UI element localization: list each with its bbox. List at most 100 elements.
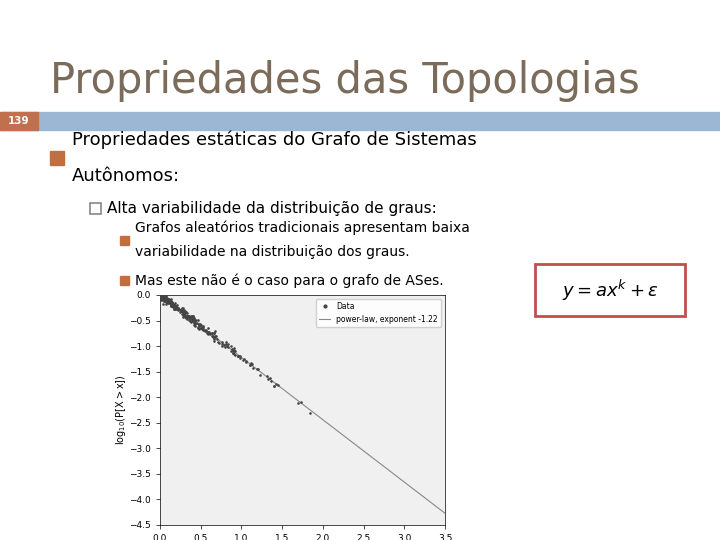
Point: [222, 340, 234, 349]
Point: [202, 330, 214, 339]
Point: [178, 308, 189, 317]
Point: [172, 305, 184, 313]
Point: [217, 341, 228, 350]
Bar: [120, 236, 129, 245]
Point: [155, 291, 166, 300]
Point: [226, 345, 238, 353]
Point: [179, 312, 190, 320]
Point: [248, 364, 259, 373]
Point: [184, 314, 195, 322]
Point: [165, 299, 176, 307]
Point: [194, 321, 205, 329]
Point: [238, 355, 250, 363]
Point: [175, 308, 186, 316]
FancyBboxPatch shape: [535, 264, 685, 316]
Point: [167, 298, 179, 307]
Point: [208, 336, 220, 345]
Point: [195, 321, 207, 329]
Point: [177, 303, 189, 312]
Point: [174, 306, 186, 314]
Point: [187, 312, 199, 320]
Point: [189, 322, 201, 330]
Point: [158, 294, 169, 302]
Bar: [120, 276, 129, 285]
Point: [189, 315, 200, 324]
Text: $y = ax^k + \varepsilon$: $y = ax^k + \varepsilon$: [562, 278, 658, 302]
Point: [197, 322, 209, 331]
Point: [221, 342, 233, 350]
Point: [159, 296, 171, 305]
Point: [240, 357, 252, 366]
Point: [163, 299, 174, 307]
Point: [189, 320, 201, 328]
Point: [216, 338, 228, 346]
Point: [204, 329, 216, 338]
Point: [155, 291, 166, 300]
Point: [252, 364, 264, 373]
Point: [179, 313, 191, 321]
Point: [156, 293, 167, 302]
Point: [201, 328, 212, 337]
Text: Grafos aleatórios tradicionais apresentam baixa: Grafos aleatórios tradicionais apresenta…: [135, 220, 470, 235]
Bar: [0, 112, 38, 130]
Point: [210, 332, 221, 340]
Point: [185, 312, 197, 320]
Point: [176, 306, 188, 314]
Point: [232, 351, 243, 360]
Point: [166, 301, 177, 310]
Point: [159, 294, 171, 302]
Point: [155, 295, 166, 304]
Point: [163, 295, 174, 303]
Point: [192, 316, 203, 325]
Point: [170, 302, 181, 311]
Point: [158, 296, 169, 305]
Point: [178, 313, 189, 321]
Point: [164, 295, 176, 304]
Point: [220, 338, 231, 346]
Point: [208, 333, 220, 341]
Point: [233, 352, 244, 360]
Point: [173, 306, 184, 314]
Point: [197, 325, 208, 334]
Point: [158, 296, 170, 305]
Point: [198, 326, 210, 334]
Point: [261, 372, 273, 380]
Point: [158, 295, 169, 304]
Point: [166, 300, 178, 308]
Point: [161, 297, 172, 306]
Point: [166, 302, 177, 310]
Point: [166, 302, 178, 310]
Point: [212, 335, 223, 343]
Point: [163, 297, 174, 306]
Point: [161, 294, 173, 303]
Point: [206, 329, 217, 338]
Point: [159, 295, 171, 304]
Point: [295, 397, 307, 406]
Point: [169, 302, 181, 311]
Point: [182, 312, 194, 321]
Point: [158, 294, 170, 302]
Point: [170, 303, 181, 312]
Point: [227, 347, 238, 355]
Point: [163, 299, 175, 307]
Point: [193, 321, 204, 329]
Point: [156, 295, 168, 303]
Point: [234, 353, 246, 362]
Point: [155, 293, 166, 301]
Point: [169, 299, 181, 308]
Point: [166, 295, 177, 303]
Point: [172, 303, 184, 312]
Point: [171, 301, 183, 309]
Point: [160, 298, 171, 306]
Point: [160, 295, 171, 303]
Point: [220, 339, 232, 348]
Point: [166, 301, 178, 310]
Point: [157, 292, 168, 301]
Point: [167, 301, 179, 310]
Point: [264, 374, 276, 382]
Point: [157, 296, 168, 305]
Point: [158, 291, 170, 300]
Point: [165, 300, 176, 308]
Point: [197, 321, 208, 330]
Point: [244, 361, 256, 369]
